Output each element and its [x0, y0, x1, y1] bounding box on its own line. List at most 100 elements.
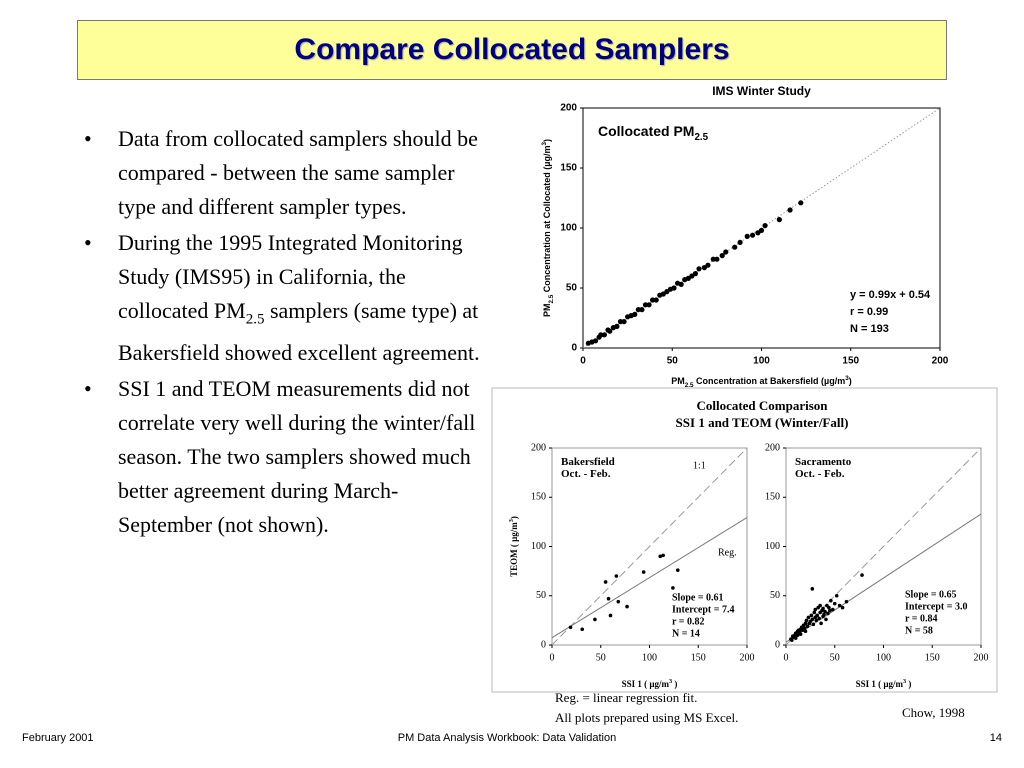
plot-label: Sacramento: [795, 456, 852, 468]
x-axis-label: PM2.5 Concentration at Bakersfield (µg/m…: [671, 375, 852, 389]
y-tick-label: 150: [560, 163, 577, 174]
line-label: 1:1: [693, 460, 706, 471]
bullet-text: Data from collocated samplers should be …: [118, 126, 478, 219]
text-part: 2.5: [548, 294, 555, 303]
y-tick-label: 0: [541, 639, 546, 650]
point: [719, 253, 725, 259]
point: [650, 297, 656, 303]
point: [806, 615, 811, 620]
point: [814, 618, 819, 623]
x-tick-label: 200: [740, 652, 755, 663]
plot-area: [552, 448, 747, 645]
x-tick-label: 0: [784, 652, 789, 663]
point: [762, 223, 768, 229]
bullet: SSI 1 and TEOM measurements did not corr…: [78, 372, 490, 542]
point: [641, 570, 646, 574]
y-tick-label: 0: [571, 343, 577, 354]
x-tick-label: 50: [667, 356, 679, 367]
point: [810, 587, 815, 591]
x-tick-label: 150: [842, 356, 859, 367]
stats-text: r = 0.84: [905, 613, 937, 624]
y-tick-label: 150: [765, 492, 780, 503]
x-tick-label: 50: [830, 652, 840, 663]
text-part: PM: [542, 303, 552, 317]
x-tick-label: 200: [932, 356, 949, 367]
x-axis-label: SSI 1 ( µg/m3 ): [622, 678, 678, 689]
plot-area: [786, 448, 981, 645]
text-part: Oct. - Feb.: [561, 468, 611, 480]
stats-text: Intercept = 3.0: [905, 601, 967, 612]
bullet-text: During the 1995 Integrated Monitoring St…: [118, 230, 463, 323]
text-part: 2.5: [694, 132, 708, 143]
panel-box: [491, 387, 998, 693]
point: [840, 605, 845, 610]
point: [714, 256, 720, 262]
point: [831, 607, 835, 612]
footer-right: 14: [990, 732, 1002, 744]
stats-text: Slope = 0.65: [905, 589, 957, 600]
point: [598, 332, 604, 338]
text-part: PM: [671, 376, 685, 386]
point: [607, 328, 613, 334]
text-part: ): [906, 679, 911, 689]
text-part: 3: [845, 375, 849, 382]
text-part: TEOM ( µg/m: [509, 522, 519, 577]
point: [653, 297, 659, 303]
text-part: Concentration at Collocated (µg/m: [542, 146, 552, 295]
point: [614, 323, 620, 329]
point: [802, 626, 807, 631]
point: [837, 603, 842, 608]
text-part: Collocated PM: [598, 123, 694, 139]
point: [642, 302, 649, 308]
text-part: ): [672, 679, 677, 689]
bullet-list: Data from collocated samplers should be …: [78, 122, 490, 544]
text-part: ): [542, 139, 552, 142]
x-tick-label: 100: [753, 356, 770, 367]
point: [826, 611, 830, 616]
text-part: Sacramento: [795, 456, 852, 468]
point: [616, 599, 621, 604]
x-tick-label: 150: [691, 652, 706, 663]
credit: Chow, 1998: [902, 705, 965, 720]
y-tick-label: 50: [566, 283, 578, 294]
note: All plots prepared using MS Excel.: [555, 710, 738, 725]
point: [819, 621, 823, 626]
text-part: 3: [508, 519, 515, 522]
point: [787, 207, 793, 213]
y-tick-label: 200: [765, 442, 780, 453]
point: [675, 568, 680, 572]
bullet: Data from collocated samplers should be …: [78, 122, 490, 224]
x-tick-label: 50: [596, 652, 606, 663]
point: [723, 249, 729, 255]
plot-label: Oct. - Feb.: [561, 468, 611, 480]
x-tick-label: 0: [580, 356, 586, 367]
stats-text: r = 0.99: [850, 306, 888, 318]
y-axis-label: TEOM ( µg/m3): [508, 516, 519, 577]
point: [817, 616, 821, 621]
point: [744, 233, 750, 239]
point: [812, 610, 817, 615]
point: [818, 603, 822, 608]
point: [844, 599, 849, 604]
footer-left: February 2001: [22, 732, 94, 744]
point: [671, 285, 677, 291]
point: [776, 217, 782, 223]
text-part: ): [509, 516, 519, 519]
chart: 0 50 100 150 200 0 50 100 150 200 BakersfieldOct. …: [508, 442, 755, 689]
point: [696, 266, 702, 272]
text-part: Oct. - Feb.: [795, 468, 845, 480]
text-part: 3: [903, 678, 906, 685]
point: [593, 617, 597, 622]
point: [803, 629, 808, 634]
line-label: Reg.: [718, 547, 737, 558]
stats-text: y = 0.99x + 0.54: [850, 289, 931, 301]
point: [632, 311, 638, 317]
point: [705, 262, 711, 268]
point: [749, 232, 756, 238]
reference-line: [786, 513, 981, 643]
point: [815, 613, 819, 618]
point: [803, 621, 808, 626]
